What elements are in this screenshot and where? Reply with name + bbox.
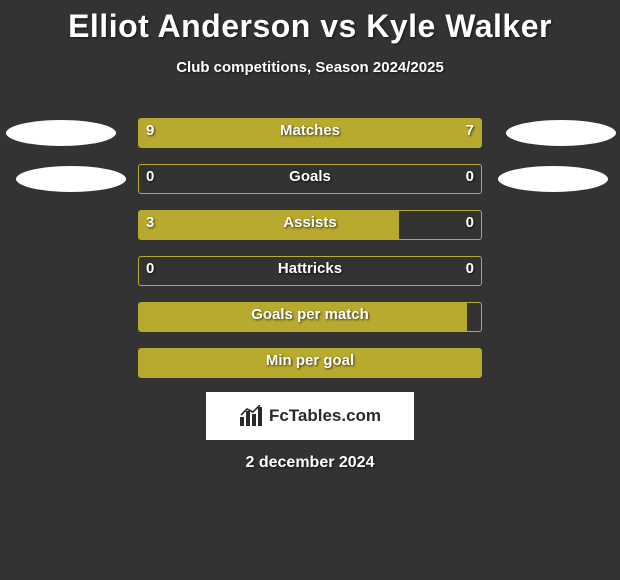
comparison-chart: 9 Matches 7 0 Goals 0 3 Assists 0 0 Hatt… bbox=[0, 110, 620, 386]
stat-row-goals: 0 Goals 0 bbox=[0, 156, 620, 202]
stat-row-matches: 9 Matches 7 bbox=[0, 110, 620, 156]
date-label: 2 december 2024 bbox=[0, 454, 620, 472]
stat-label: Goals bbox=[138, 168, 482, 185]
stat-label: Assists bbox=[138, 214, 482, 231]
player-right-marker-icon bbox=[498, 166, 608, 192]
value-right: 0 bbox=[466, 214, 474, 231]
logo-text: FcTables.com bbox=[269, 406, 381, 426]
page-title: Elliot Anderson vs Kyle Walker bbox=[0, 0, 620, 45]
stat-row-min-per-goal: Min per goal bbox=[0, 340, 620, 386]
stat-label: Matches bbox=[138, 122, 482, 139]
stat-row-assists: 3 Assists 0 bbox=[0, 202, 620, 248]
value-right: 7 bbox=[466, 122, 474, 139]
value-right: 0 bbox=[466, 260, 474, 277]
stat-row-hattricks: 0 Hattricks 0 bbox=[0, 248, 620, 294]
fctables-logo: FcTables.com bbox=[206, 392, 414, 440]
subtitle: Club competitions, Season 2024/2025 bbox=[0, 59, 620, 76]
value-right: 0 bbox=[466, 168, 474, 185]
stat-label: Goals per match bbox=[138, 306, 482, 323]
player-left-marker-icon bbox=[6, 120, 116, 146]
bars-icon bbox=[239, 405, 265, 427]
player-right-marker-icon bbox=[506, 120, 616, 146]
stat-label: Min per goal bbox=[138, 352, 482, 369]
player-left-marker-icon bbox=[16, 166, 126, 192]
stat-row-goals-per-match: Goals per match bbox=[0, 294, 620, 340]
stat-label: Hattricks bbox=[138, 260, 482, 277]
